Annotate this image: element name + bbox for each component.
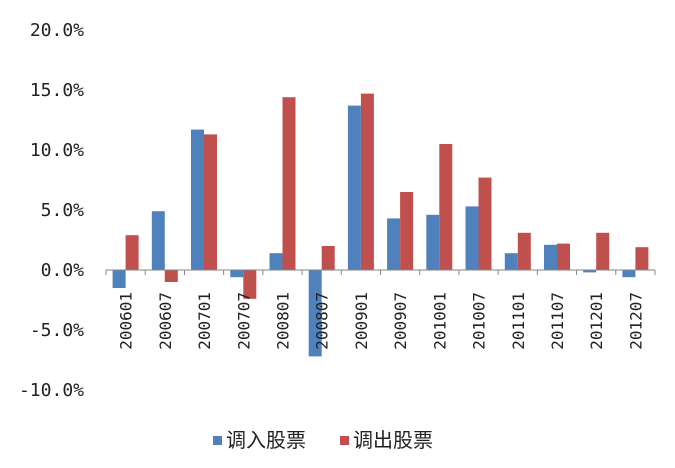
x-tick-label: 201201 bbox=[587, 292, 606, 350]
bar-out bbox=[164, 270, 178, 282]
legend-swatch bbox=[213, 436, 222, 445]
bar-out bbox=[125, 235, 139, 270]
legend-swatch bbox=[340, 436, 349, 445]
x-axis: 200601 200607 200701 200707 200801 200807 2009… bbox=[105, 270, 656, 350]
bar-out bbox=[243, 270, 257, 299]
bar-in bbox=[347, 105, 361, 270]
bar-in bbox=[426, 214, 440, 270]
x-tick-label: 200707 bbox=[234, 292, 253, 350]
x-tick-label: 201107 bbox=[548, 292, 567, 350]
bar-in bbox=[544, 244, 557, 270]
y-axis: 20.0% 15.0% 10.0% 5.0% 0.0% -5.0% -10.0% bbox=[19, 20, 84, 401]
legend-label: 调出股票 bbox=[353, 428, 433, 452]
x-tick-label: 201101 bbox=[509, 292, 528, 350]
bar-out bbox=[517, 232, 531, 270]
bar-in bbox=[387, 218, 401, 270]
bar-out bbox=[439, 144, 453, 270]
y-tick-label: 5.0% bbox=[41, 200, 85, 221]
bar-in bbox=[151, 211, 165, 270]
y-tick-label: 10.0% bbox=[30, 140, 84, 161]
x-tick-label: 200807 bbox=[313, 292, 332, 350]
y-tick-label: 15.0% bbox=[30, 80, 84, 101]
bar-in bbox=[504, 253, 518, 270]
x-tick-label: 200801 bbox=[273, 292, 292, 350]
legend-label: 调入股票 bbox=[226, 428, 306, 452]
x-tick-label: 201007 bbox=[470, 292, 489, 350]
bar-out bbox=[400, 192, 414, 270]
bar-in bbox=[230, 270, 244, 278]
bar-in bbox=[583, 270, 597, 273]
bar-out bbox=[282, 97, 296, 270]
y-tick-label: 20.0% bbox=[30, 20, 84, 41]
bar-in bbox=[465, 206, 479, 270]
bars bbox=[112, 93, 649, 357]
y-tick-label: -5.0% bbox=[30, 320, 84, 341]
bar-out bbox=[557, 243, 570, 270]
legend: 调入股票 调出股票 bbox=[213, 428, 433, 452]
x-tick-label: 200607 bbox=[156, 292, 175, 350]
x-tick-label: 200907 bbox=[391, 292, 410, 350]
x-tick-label: 200601 bbox=[117, 292, 136, 350]
bar-out bbox=[635, 247, 649, 270]
bar-in bbox=[112, 270, 126, 288]
x-tick-label: 200701 bbox=[195, 292, 214, 350]
bar-out bbox=[360, 93, 374, 270]
bar-in bbox=[191, 129, 204, 270]
bar-out bbox=[204, 134, 217, 270]
y-tick-label: -10.0% bbox=[19, 380, 84, 401]
y-tick-label: 0.0% bbox=[41, 260, 85, 281]
x-tick-label: 200901 bbox=[352, 292, 371, 350]
bar-out bbox=[321, 246, 335, 270]
x-tick-label: 201001 bbox=[430, 292, 449, 350]
bar-in bbox=[622, 270, 636, 278]
x-tick-label: 201207 bbox=[626, 292, 645, 350]
bar-out bbox=[596, 232, 610, 270]
bar-in bbox=[308, 270, 322, 357]
bar-out bbox=[478, 177, 492, 270]
bar-in bbox=[269, 253, 283, 270]
